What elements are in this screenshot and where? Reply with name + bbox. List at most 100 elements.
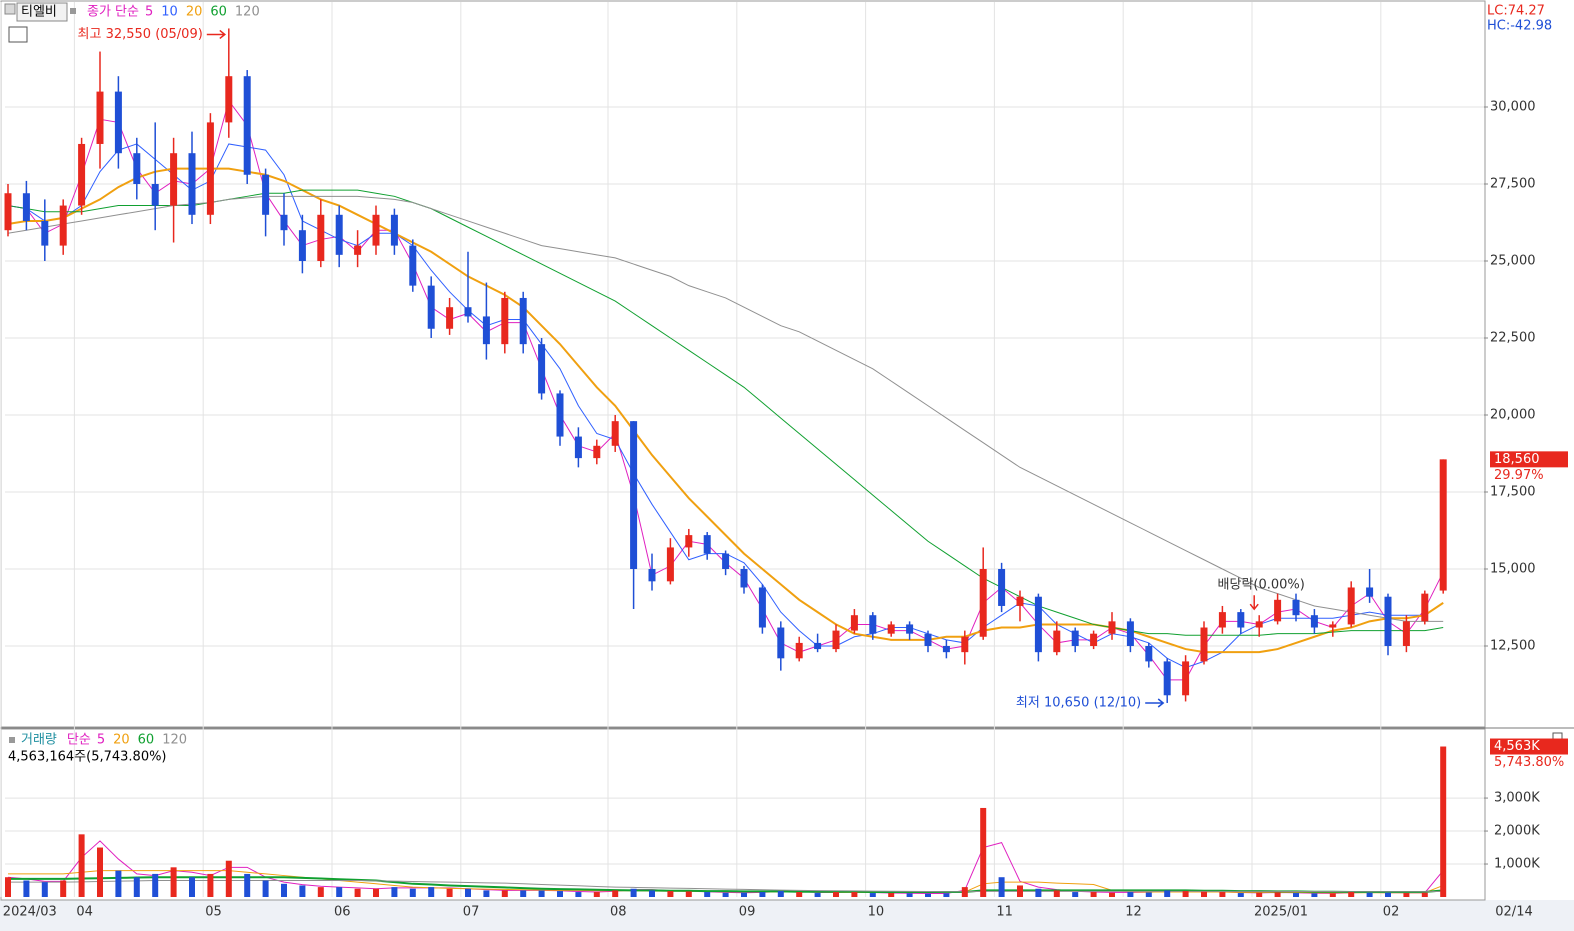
- candle-body: [41, 220, 49, 246]
- x-tick-label: 07: [463, 905, 480, 920]
- candle-body: [814, 642, 822, 650]
- x-tick-label: 10: [868, 905, 885, 920]
- y-tick-label: 12,500: [1490, 638, 1536, 653]
- candle-body: [1218, 612, 1226, 628]
- ma-line: [7, 195, 1444, 622]
- volume-bar: [1329, 893, 1336, 897]
- y-tick-label: 27,500: [1490, 176, 1536, 191]
- stock-name-box: [16, 2, 68, 22]
- candle-body: [1402, 621, 1410, 646]
- volume-bar: [869, 893, 876, 897]
- candle-body: [1090, 633, 1098, 646]
- candle-body: [206, 122, 214, 215]
- volume-title: 거래량: [21, 733, 57, 748]
- candle-body: [758, 587, 766, 628]
- candle-body: [96, 91, 104, 144]
- dividend-note: 배당락(0.00%): [1218, 578, 1305, 593]
- volume-bar: [538, 890, 545, 897]
- candle-body: [777, 627, 785, 659]
- volume-bar: [998, 877, 1005, 897]
- candle-body: [1016, 596, 1024, 606]
- candle-body: [1310, 615, 1318, 628]
- table-icon[interactable]: [8, 26, 28, 43]
- candle-body: [464, 307, 472, 317]
- candle-body: [427, 285, 435, 329]
- candle-body: [1439, 459, 1447, 591]
- last-price-label: 18,560: [1494, 452, 1540, 467]
- low-note: 최저 10,650 (12/10): [1016, 695, 1141, 710]
- legend-bullet: [70, 8, 76, 14]
- volume-bar: [225, 860, 232, 897]
- candle-body: [519, 297, 527, 345]
- legend-prefix: 종가 단순: [87, 5, 139, 20]
- candle-body: [1255, 621, 1263, 628]
- volume-bar: [1440, 746, 1447, 897]
- change-label: 29.97%: [1494, 468, 1544, 483]
- candle-body: [298, 230, 306, 261]
- candle-body: [280, 214, 288, 231]
- candle-body: [924, 633, 932, 646]
- volume-bar: [1127, 892, 1134, 897]
- candle-body: [685, 535, 693, 548]
- y-tick-label: 2,000K: [1494, 824, 1540, 839]
- y-tick-label: 1,000K: [1494, 857, 1540, 872]
- candle-body: [942, 645, 950, 653]
- volume-bar: [115, 870, 122, 897]
- volume-bar: [5, 877, 11, 897]
- volume-bar: [906, 893, 913, 897]
- volume-bar: [630, 888, 637, 897]
- volume-bar: [409, 888, 416, 897]
- candle-body: [482, 316, 490, 345]
- candle-body: [1145, 645, 1153, 662]
- volume-bar: [244, 873, 251, 897]
- volume-bar: [1366, 892, 1373, 897]
- candle-body: [1421, 593, 1429, 622]
- candle-body: [78, 143, 86, 206]
- candle-body: [1071, 630, 1079, 646]
- candle-body: [114, 91, 122, 154]
- legend-prefix: 단순: [67, 733, 91, 748]
- volume-bar: [1053, 890, 1060, 897]
- volume-bar: [759, 892, 766, 897]
- x-tick-label: 2024/03: [3, 905, 57, 920]
- volume-bar: [189, 877, 195, 897]
- volume-bar: [1090, 892, 1097, 897]
- candle-body: [1182, 661, 1190, 696]
- volume-bar: [796, 892, 803, 897]
- volume-bar: [1201, 891, 1207, 897]
- legend-entry: 120: [162, 733, 187, 748]
- candle-body: [832, 630, 840, 650]
- volume-bar: [133, 877, 140, 897]
- volume-note: 4,563,164주(5,743.80%): [8, 750, 167, 765]
- volume-bar: [78, 834, 85, 897]
- high-arrow: [206, 29, 227, 40]
- x-axis-strip: [0, 900, 1574, 931]
- candle-body: [1108, 621, 1116, 634]
- volume-bar: [1274, 892, 1281, 897]
- candle-body: [648, 568, 656, 582]
- volume-bar: [925, 893, 931, 897]
- x-tick-label: 04: [76, 905, 93, 920]
- volume-bar: [557, 891, 563, 897]
- legend-entry: 60: [210, 5, 227, 20]
- candle-body: [869, 615, 877, 634]
- high-note: 최고 32,550 (05/09): [78, 27, 203, 42]
- candle-body: [556, 393, 564, 437]
- volume-bar: [354, 888, 361, 897]
- volume-bar: [483, 890, 490, 897]
- y-tick-label: 25,000: [1490, 253, 1536, 268]
- volume-bar: [465, 888, 471, 897]
- volume-bar: [207, 873, 214, 897]
- volume-bar: [612, 890, 619, 897]
- candle-body: [795, 642, 803, 659]
- volume-bar: [704, 892, 711, 897]
- candle-body: [1347, 587, 1355, 625]
- volume-bar: [741, 892, 747, 897]
- last-volume-ratio: 5,743.80%: [1494, 755, 1564, 770]
- x-tick-label: 06: [334, 905, 351, 920]
- candle-body: [4, 193, 12, 231]
- volume-bar: [1311, 893, 1318, 897]
- last-volume-box: [1490, 738, 1568, 755]
- last-price-box: [1490, 451, 1568, 468]
